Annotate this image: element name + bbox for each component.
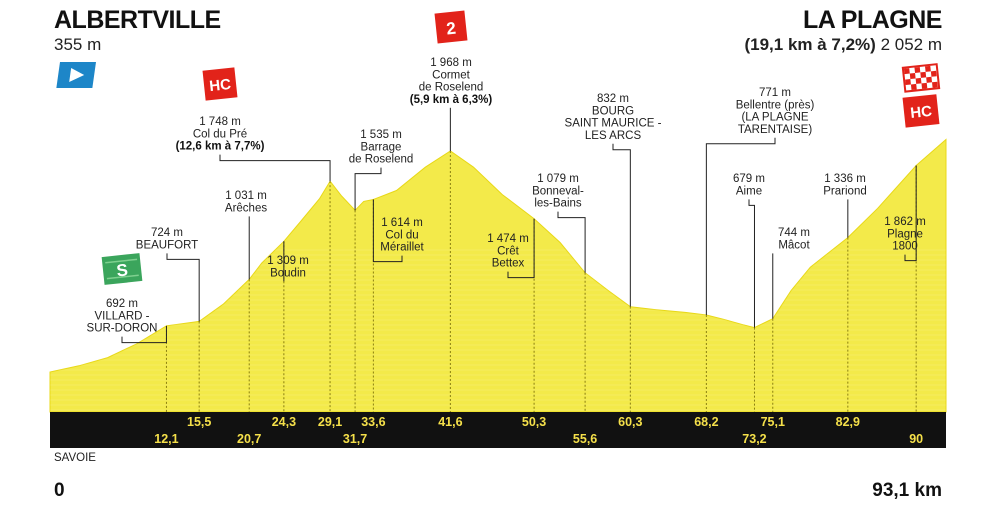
km-axis-bar [50, 412, 946, 448]
km-tick-label: 73,2 [742, 432, 766, 446]
finish-altitude: 2 052 m [880, 35, 942, 54]
waypoint-label-line: 679 m [733, 173, 765, 185]
waypoint-label-line: VILLARD - [95, 310, 150, 322]
waypoint-label-line: Bettex [492, 258, 525, 270]
svg-text:S: S [116, 260, 129, 280]
waypoint-label-line: Méraillet [380, 242, 424, 254]
waypoint-label-line: 1 614 m [381, 217, 423, 229]
sprint-s-icon: S [101, 253, 143, 285]
km-tick-label: 68,2 [694, 415, 718, 429]
waypoint-label-line: LES ARCS [585, 130, 642, 142]
waypoint-leader-line [121, 325, 167, 344]
waypoint-leader-line [612, 143, 631, 307]
waypoint-label-line: 1 748 m [199, 116, 241, 128]
km-tick-label: 24,3 [272, 415, 296, 429]
waypoint-label-line: TARENTAISE) [738, 124, 812, 136]
waypoint-label-line: Arêches [225, 202, 267, 214]
waypoint-label-line: Bellentre (près) [736, 99, 815, 111]
finish-km: 93,1 km [872, 480, 942, 501]
waypoint-label-line: Cormet [432, 69, 471, 81]
waypoint-label-line: (5,9 km à 6,3%) [410, 94, 493, 106]
start-km: 0 [54, 480, 65, 501]
waypoint-label-line: Boudin [270, 267, 306, 279]
waypoint-leader-line [705, 137, 776, 316]
waypoint-leader-line [507, 218, 535, 279]
km-tick-label: 41,6 [438, 415, 462, 429]
waypoint-label-line: 1800 [892, 241, 918, 253]
waypoint-label-line: 1 535 m [360, 129, 402, 141]
hc-climb-icon: HC [902, 94, 940, 128]
waypoint-label-line: Col du [385, 229, 418, 241]
waypoint-label-line: SUR-DORON [87, 323, 158, 335]
waypoint-label-line: BEAUFORT [136, 239, 198, 251]
km-tick-label: 29,1 [318, 415, 342, 429]
waypoint-label-line: Prariond [823, 185, 866, 197]
waypoint-label-line: (LA PLAGNE [741, 112, 808, 124]
waypoint-label-line: Aime [736, 185, 762, 197]
cat-2-climb-icon: 2 [434, 10, 468, 44]
svg-text:HC: HC [208, 76, 231, 95]
hc-climb-icon: HC [202, 67, 238, 101]
waypoint-label-line: Crêt [497, 245, 520, 257]
waypoint-label-line: Bonneval- [532, 185, 584, 197]
km-tick-label: 90 [909, 432, 923, 446]
start-flag-icon [56, 62, 96, 88]
km-tick-label: 31,7 [343, 432, 367, 446]
waypoint-label-line: SAINT MAURICE - [565, 118, 662, 130]
km-tick-label: 75,1 [761, 415, 785, 429]
waypoint-label-line: 1 968 m [430, 57, 472, 69]
waypoint-label-line: 692 m [106, 298, 138, 310]
svg-text:2: 2 [445, 19, 456, 39]
km-tick-label: 12,1 [154, 432, 178, 446]
waypoint-label-line: 771 m [759, 87, 791, 99]
waypoint-label-line: 1 474 m [487, 233, 529, 245]
km-tick-label: 50,3 [522, 415, 546, 429]
waypoint-leader-line [166, 253, 200, 322]
finish-info: (19,1 km à 7,2%) 2 052 m [744, 35, 942, 55]
waypoint-label-line: 1 079 m [537, 173, 579, 185]
km-tick-label: 82,9 [836, 415, 860, 429]
waypoint-label-line: Barrage [361, 141, 402, 153]
waypoint-leader-line [904, 165, 917, 262]
km-tick-label: 15,5 [187, 415, 211, 429]
km-tick-label: 33,6 [361, 415, 385, 429]
waypoint-leader-line [748, 199, 755, 328]
start-altitude: 355 m [54, 35, 102, 54]
km-tick-label: 55,6 [573, 432, 597, 446]
waypoint-label-line: les-Bains [534, 198, 582, 210]
waypoint-leader-line [219, 154, 331, 182]
waypoint-label-line: BOURG [592, 105, 634, 117]
waypoint-label-line: (12,6 km à 7,7%) [176, 141, 265, 153]
waypoint-leader-line [557, 211, 586, 273]
km-tick-label: 60,3 [618, 415, 642, 429]
finish-climb: (19,1 km à 7,2%) [744, 35, 876, 54]
start-town-name: ALBERTVILLE [54, 6, 221, 34]
waypoint-label-line: de Roselend [349, 154, 414, 166]
waypoint-label-line: Col du Pré [193, 128, 247, 140]
waypoint-label-line: 1 336 m [824, 173, 866, 185]
waypoint-label-line: 744 m [778, 227, 810, 239]
waypoint-label-line: de Roselend [419, 82, 484, 94]
waypoint-label-line: 1 862 m [884, 216, 926, 228]
km-tick-label: 20,7 [237, 432, 261, 446]
checkered-flag-icon [901, 63, 941, 93]
waypoint-label-line: 1 031 m [225, 190, 267, 202]
svg-text:HC: HC [909, 103, 932, 122]
waypoint-label-line: 724 m [151, 227, 183, 239]
finish-town-name: LA PLAGNE [802, 6, 943, 34]
waypoint-label-line: 832 m [597, 93, 629, 105]
waypoint-leader-line [354, 167, 382, 211]
waypoint-label-line: Plagne [887, 228, 923, 240]
waypoint-leader-line [372, 199, 403, 263]
elevation-profile-area [49, 138, 947, 413]
waypoint-label-line: Mâcot [778, 239, 810, 251]
region-label: SAVOIE [54, 452, 96, 464]
waypoint-label-line: 1 309 m [267, 255, 309, 267]
